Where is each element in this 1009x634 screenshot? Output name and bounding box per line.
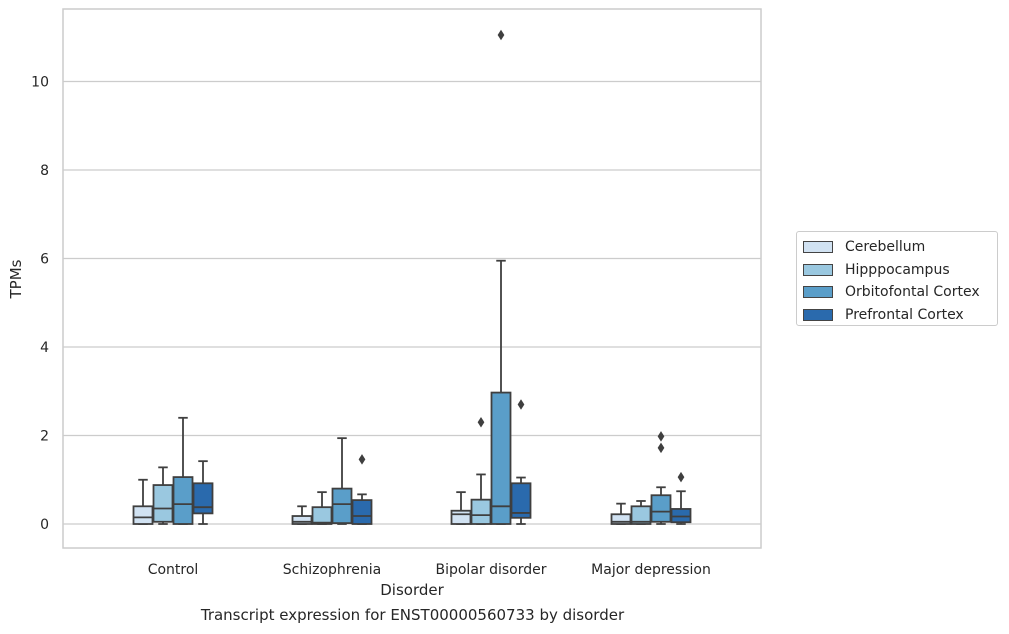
- box-iqr: [450, 509, 472, 525]
- box-iqr: [152, 484, 174, 523]
- outlier-point: [358, 454, 366, 465]
- box-group: [132, 478, 154, 525]
- box-group: [311, 491, 333, 525]
- outlier-point: [497, 29, 505, 41]
- y-tick-label: 10: [31, 75, 49, 91]
- x-tick-label: Bipolar disorder: [435, 562, 546, 578]
- box-iqr: [331, 487, 353, 525]
- y-tick-label: 6: [40, 252, 49, 268]
- outlier-point: [677, 471, 685, 483]
- box-group: [670, 471, 692, 525]
- outlier-point: [657, 431, 665, 442]
- y-axis-label: TPMs: [7, 259, 25, 299]
- x-tick-label: Control: [148, 562, 199, 578]
- outlier-point: [657, 442, 665, 454]
- legend-label: Prefrontal Cortex: [845, 306, 964, 323]
- box-iqr: [311, 506, 333, 525]
- legend-swatch: [803, 263, 833, 276]
- legend-item: Orbitofontal Cortex: [803, 281, 997, 304]
- legend-item: Cerebellum: [803, 236, 997, 259]
- box-iqr: [650, 494, 672, 523]
- box-iqr: [490, 391, 512, 525]
- grid-lines: [63, 80, 761, 525]
- legend-item: Hipppocampus: [803, 259, 997, 282]
- y-tick-label: 4: [40, 340, 49, 356]
- x-tick-label: Schizophrenia: [283, 562, 381, 578]
- box-iqr: [630, 505, 652, 525]
- legend-swatch: [803, 308, 833, 321]
- box-group: [351, 454, 373, 525]
- box-group: [630, 500, 652, 525]
- box-group: [291, 505, 313, 525]
- box-group: [470, 416, 492, 525]
- y-tick-label: 2: [40, 429, 49, 445]
- box-group: [192, 460, 214, 525]
- box-group: [610, 502, 632, 525]
- box-group: [650, 431, 672, 525]
- legend-label: Cerebellum: [845, 239, 926, 256]
- y-tick-label: 8: [40, 163, 49, 179]
- box-iqr: [351, 499, 373, 525]
- box-group: [490, 29, 512, 525]
- x-tick-label: Major depression: [591, 562, 711, 578]
- box-iqr: [470, 498, 492, 525]
- legend-swatch: [803, 241, 833, 254]
- tick-labels: 0 2 4 6 8 10 Control Schizophrenia Bipolar disor…: [31, 75, 711, 579]
- x-axis-label: Disorder: [380, 581, 444, 599]
- box-iqr: [132, 505, 154, 525]
- box-group: [172, 416, 194, 525]
- legend-swatch: [803, 286, 833, 299]
- legend: Cerebellum Hipppocampus Orbitofontal Corte…: [796, 231, 998, 326]
- box-iqr: [291, 515, 313, 525]
- figure-caption: Transcript expression for ENST0000056073…: [200, 606, 625, 624]
- box-iqr: [510, 482, 532, 519]
- box-marks: [132, 29, 692, 525]
- legend-label: Hipppocampus: [845, 261, 950, 278]
- y-tick-label: 0: [40, 517, 49, 533]
- box-iqr: [192, 482, 214, 515]
- plot-area-frame: [62, 8, 762, 549]
- box-group: [331, 437, 353, 525]
- box-group: [450, 491, 472, 525]
- legend-label: Orbitofontal Cortex: [845, 284, 980, 301]
- outlier-point: [477, 416, 485, 428]
- box-iqr: [172, 476, 194, 525]
- box-group: [510, 399, 532, 525]
- box-iqr: [610, 513, 632, 525]
- outlier-point: [517, 399, 525, 410]
- box-group: [152, 466, 174, 525]
- legend-item: Prefrontal Cortex: [803, 304, 997, 327]
